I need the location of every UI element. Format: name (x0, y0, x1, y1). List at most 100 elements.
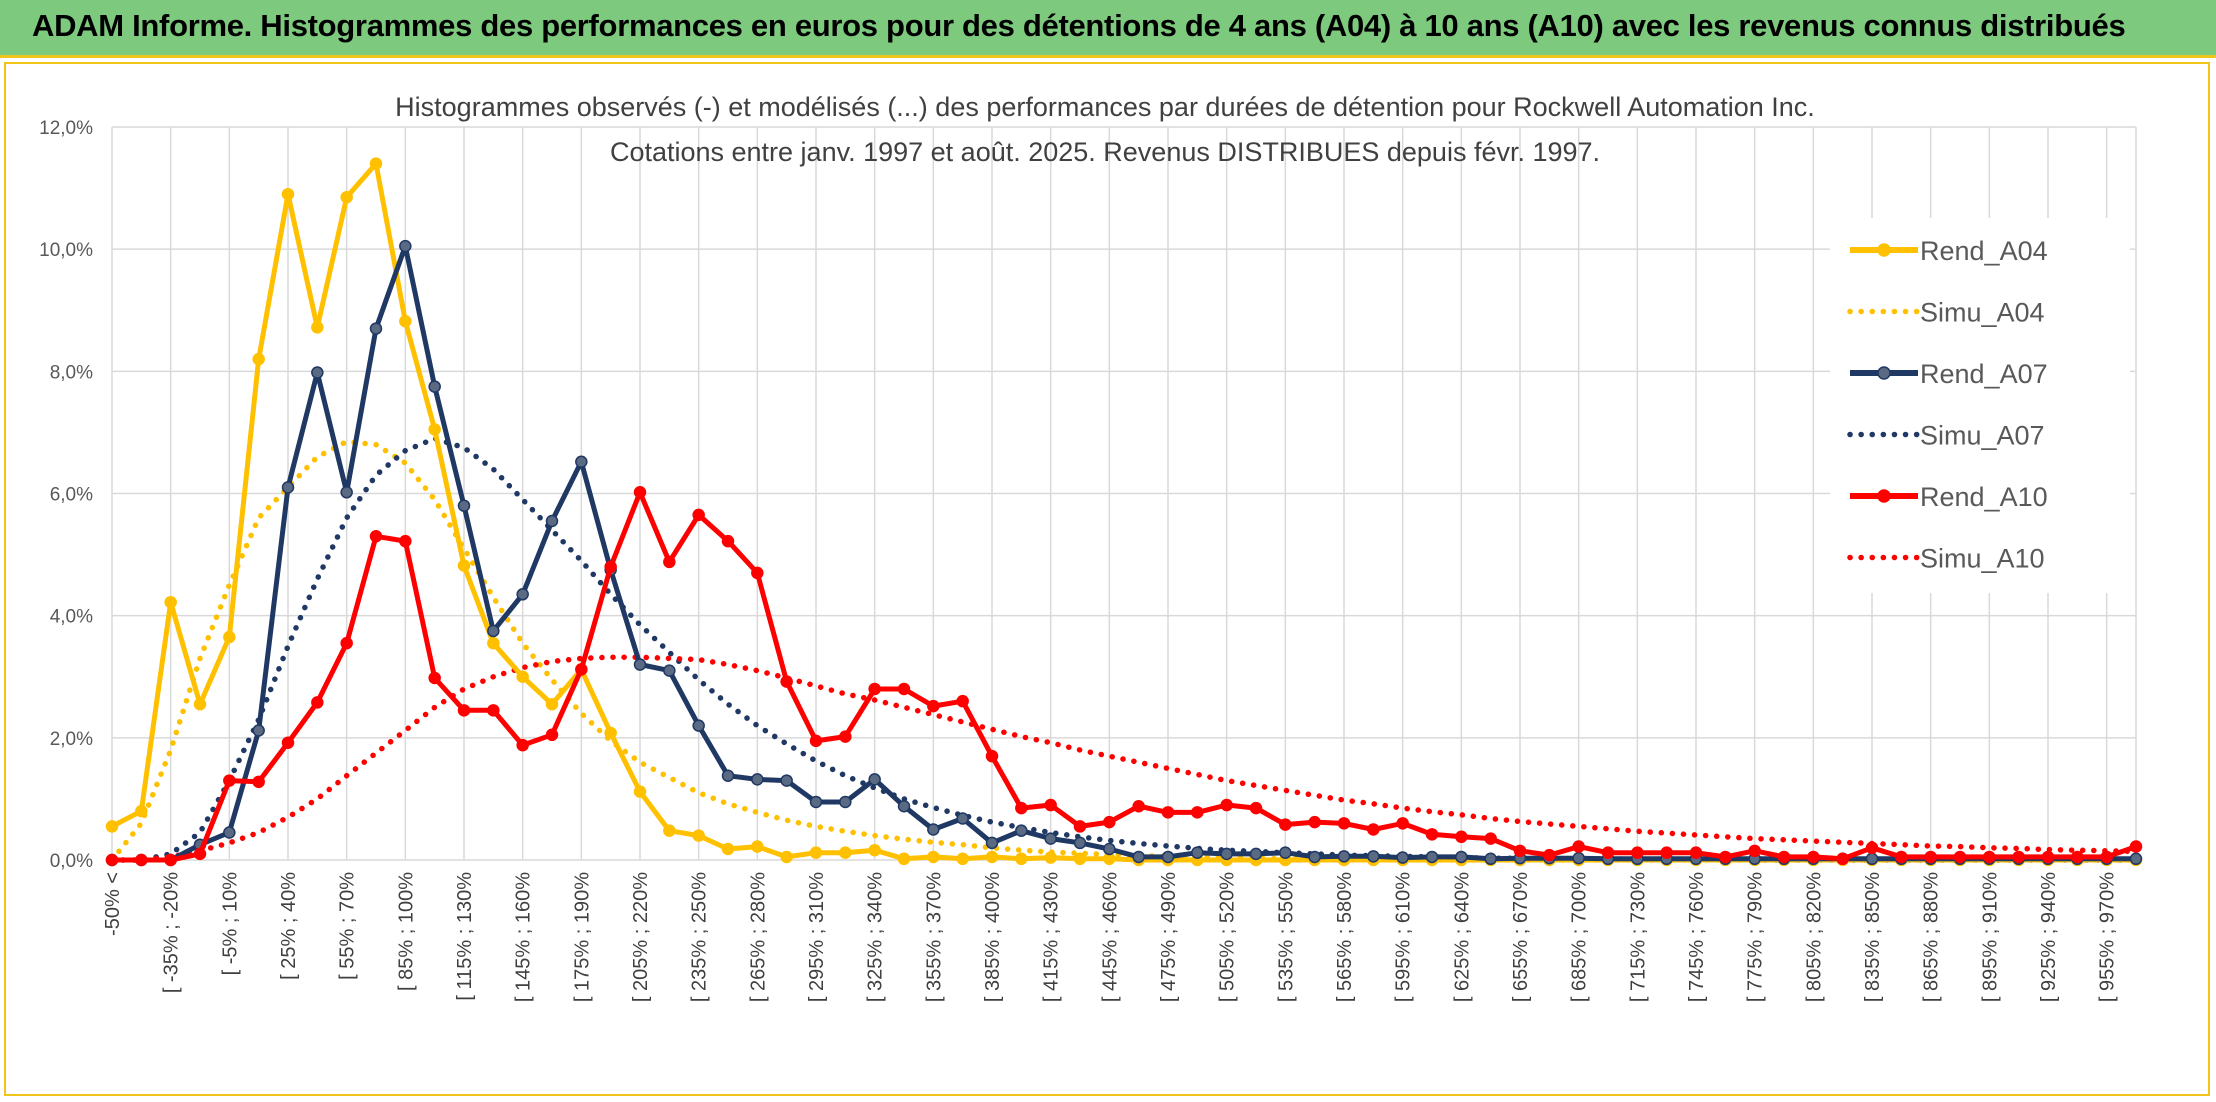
legend-item-simu-a04: Simu_A04 (1847, 298, 2045, 328)
data-point (1777, 850, 1791, 864)
data-point (575, 663, 588, 676)
data-point (1044, 851, 1057, 864)
data-point (545, 697, 559, 711)
data-point (428, 380, 441, 393)
data-point (311, 321, 324, 334)
x-tick-label: -50% < (102, 872, 124, 936)
data-point (985, 836, 999, 850)
data-point (516, 588, 529, 601)
x-tick-label: [ 235% ; 250% (689, 872, 711, 1002)
data-point (985, 850, 999, 864)
data-point (2012, 850, 2025, 864)
data-point (1015, 801, 1028, 815)
data-point (927, 699, 940, 713)
data-point (956, 852, 969, 866)
data-point (1015, 852, 1028, 866)
x-tick-label: [ 25% ; 40% (278, 872, 300, 980)
x-tick-label: [ 55% ; 70% (337, 872, 359, 980)
data-point (1689, 846, 1703, 859)
x-tick-label: [ 175% ; 190% (571, 872, 593, 1002)
data-point (281, 481, 295, 494)
data-point (780, 675, 793, 688)
data-point (1631, 846, 1644, 859)
x-tick-label: [ 805% ; 820% (1803, 872, 1825, 1002)
data-point (487, 624, 500, 638)
x-tick-label: [ 325% ; 340% (865, 872, 887, 1002)
data-point (1983, 850, 1996, 864)
data-point (692, 829, 705, 842)
header-banner: ADAM Informe. Histogrammes des performan… (0, 0, 2216, 58)
data-point (1015, 824, 1028, 837)
data-point (1425, 828, 1439, 841)
data-point (927, 850, 940, 864)
data-point (751, 566, 764, 580)
data-point (1367, 823, 1380, 836)
data-point (809, 734, 823, 748)
data-point (487, 704, 500, 717)
x-tick-label: [ 355% ; 370% (923, 872, 945, 1002)
data-point (1367, 850, 1380, 863)
data-point (839, 730, 852, 743)
x-tick-label: [ 745% ; 760% (1686, 872, 1708, 1002)
data-point (135, 853, 148, 867)
data-point (1044, 832, 1057, 845)
data-point (809, 795, 823, 809)
data-point (252, 724, 265, 737)
data-point (2071, 850, 2084, 864)
x-tick-label: [ 835% ; 850% (1862, 872, 1884, 1002)
data-point (1161, 850, 1175, 864)
x-tick-label: [ 775% ; 790% (1745, 872, 1767, 1002)
data-point (1132, 850, 1145, 864)
data-point (311, 696, 324, 709)
data-point (868, 682, 881, 696)
x-tick-label: [ 475% ; 490% (1158, 872, 1180, 1002)
x-tick-label: [ 415% ; 430% (1041, 872, 1063, 1002)
data-point (105, 820, 119, 833)
legend-item-simu-a10: Simu_A10 (1847, 544, 2045, 574)
legend: Rend_A04 Simu_A04 Rend_A07 Simu_A07 Rend_A10… (1830, 218, 2130, 593)
y-tick-label: 2,0% (50, 729, 93, 750)
data-point (604, 726, 617, 740)
data-point (1895, 850, 1908, 864)
y-tick-label: 4,0% (50, 607, 93, 628)
data-point (1601, 846, 1615, 859)
data-point (311, 366, 324, 379)
data-point (1396, 817, 1409, 830)
data-point (1807, 850, 1820, 864)
data-point (868, 843, 881, 857)
data-point (399, 314, 412, 328)
data-point (545, 514, 559, 528)
data-point (809, 846, 823, 859)
data-point (721, 769, 735, 782)
data-point (340, 636, 353, 650)
data-point (2129, 852, 2143, 866)
legend-label: Rend_A07 (1920, 359, 2048, 389)
x-tick-label: [ 865% ; 880% (1921, 872, 1943, 1002)
data-point (1220, 798, 1233, 812)
legend-item-simu-a07: Simu_A07 (1847, 421, 2045, 451)
data-point (1396, 851, 1409, 864)
legend-box (1830, 218, 2130, 593)
x-axis: -50% < [ -35% ; -20% [ -5% ; 10% [ 25% ; 40… (102, 872, 2119, 1002)
y-tick-label: 6,0% (50, 485, 93, 506)
data-point (1279, 846, 1292, 859)
data-point (1191, 806, 1204, 819)
data-point (428, 423, 441, 436)
data-point (1161, 806, 1175, 819)
legend-marker (1877, 243, 1891, 257)
data-point (1455, 850, 1468, 864)
x-tick-label: [ 295% ; 310% (806, 872, 828, 1002)
x-tick-label: [ 595% ; 610% (1393, 872, 1415, 1002)
data-point (1308, 850, 1321, 864)
data-point (575, 455, 588, 468)
x-tick-label: [ 385% ; 400% (982, 872, 1004, 1002)
data-point (399, 534, 412, 548)
data-point (369, 530, 383, 543)
x-tick-label: [ 655% ; 670% (1510, 872, 1532, 1002)
data-point (1748, 844, 1761, 858)
data-point (1455, 830, 1468, 844)
data-point (692, 508, 705, 522)
data-point (1337, 817, 1351, 830)
y-tick-label: 0,0% (50, 851, 93, 872)
